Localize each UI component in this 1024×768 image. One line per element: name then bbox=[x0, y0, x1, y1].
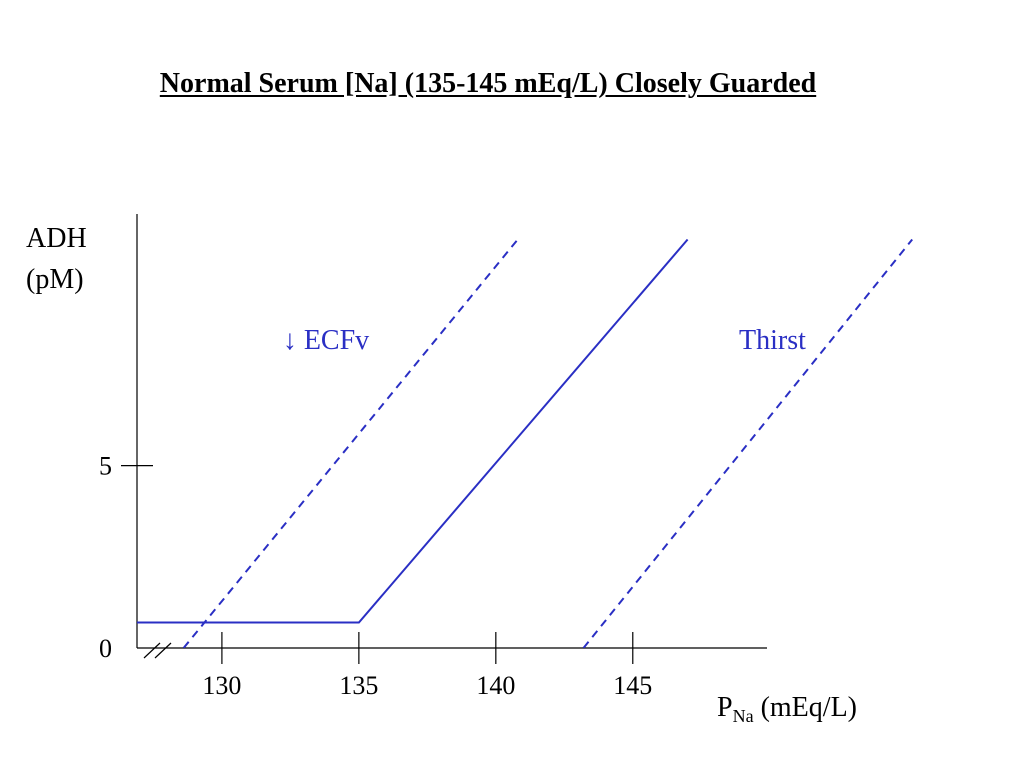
series-annotation-label-1: Thirst bbox=[739, 325, 806, 356]
series-line-dashed-2 bbox=[582, 238, 913, 648]
slide-title: Normal Serum [Na] (135-145 mEq/L) Closel… bbox=[159, 68, 817, 99]
x-tick-label: 130 bbox=[202, 671, 241, 700]
x-tick-label: 135 bbox=[339, 671, 378, 700]
chart-axes bbox=[121, 214, 767, 664]
y-tick-label: 0 bbox=[99, 634, 112, 663]
y-axis-label-line2: (pM) bbox=[26, 264, 84, 295]
x-axis-break-mark bbox=[143, 642, 172, 659]
y-axis-label-line1: ADH bbox=[26, 223, 87, 254]
series-line-dashed-1 bbox=[182, 238, 519, 648]
chart-series bbox=[137, 238, 913, 648]
x-axis-label: PNa (mEq/L) bbox=[717, 692, 857, 726]
x-tick-label: 140 bbox=[476, 671, 515, 700]
series-line-solid-0 bbox=[137, 238, 689, 624]
chart-labels: 130 135 140 145 0 5 ADH (pM) PNa (mEq/L) ↓ ECFv Th… bbox=[26, 223, 857, 726]
x-tick-label: 145 bbox=[613, 671, 652, 700]
y-tick-label: 5 bbox=[99, 452, 112, 481]
series-annotation-label-0: ↓ ECFv bbox=[283, 325, 369, 356]
